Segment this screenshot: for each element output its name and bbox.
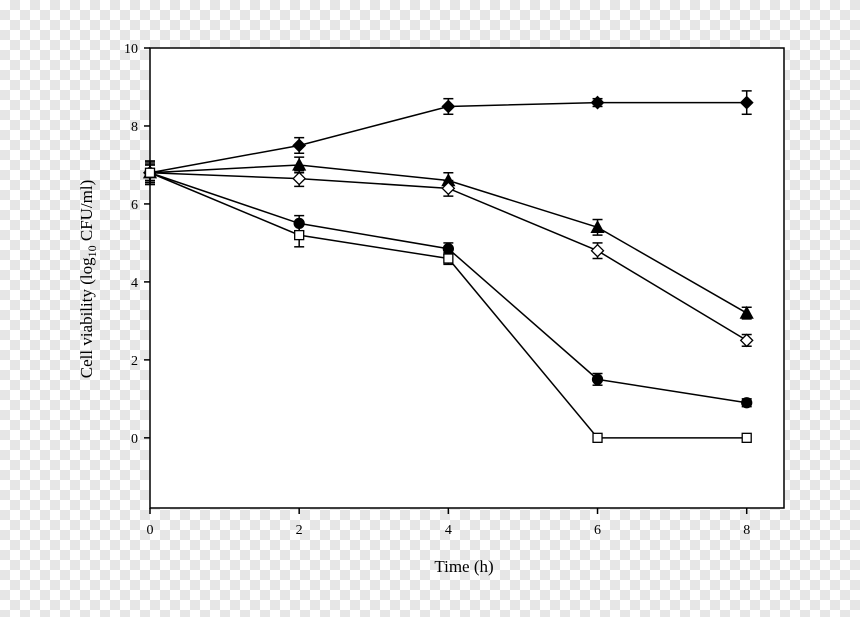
data-point-square (294, 229, 305, 241)
data-point-triangle (739, 305, 754, 319)
data-point-diamond (292, 138, 307, 153)
data-point-diamond (739, 333, 754, 348)
y-tick-label: 8 (131, 120, 138, 135)
data-point-diamond (590, 95, 605, 110)
data-point-square (592, 432, 603, 443)
x-tick-label: 8 (743, 523, 750, 538)
y-tick-label: 4 (131, 276, 138, 291)
y-tick-label: 2 (131, 354, 138, 369)
data-point-circle (741, 397, 753, 409)
data-point-square (443, 253, 454, 264)
y-tick-label: 0 (131, 432, 138, 447)
y-axis-label-suffix: CFU/ml) (77, 180, 96, 246)
x-tick-label: 2 (296, 523, 303, 538)
data-point-circle (591, 373, 604, 386)
data-point-diamond (292, 171, 307, 186)
data-point-square (741, 432, 752, 443)
data-point-diamond (739, 95, 754, 110)
x-axis: 0 2 4 6 8 (147, 508, 750, 538)
data-point-triangle (292, 157, 307, 171)
y-tick-label: 6 (131, 198, 138, 213)
y-axis: 0 2 4 6 8 10 (124, 42, 150, 447)
x-tick-label: 4 (445, 523, 452, 538)
y-axis-label-prefix: Cell viability (log (77, 257, 96, 378)
data-point-square (144, 167, 156, 178)
y-axis-label-subscript: 10 (85, 245, 99, 257)
data-point-diamond (441, 99, 456, 114)
x-axis-label: Time (h) (434, 557, 493, 576)
x-tick-label: 0 (147, 523, 154, 538)
data-point-diamond (590, 243, 605, 258)
data-point-triangle (590, 219, 605, 233)
y-axis-label: Cell viability (log10 CFU/ml) (77, 180, 99, 379)
y-tick-label: 10 (124, 42, 138, 57)
series-layer (142, 90, 754, 443)
data-point-diamond (441, 181, 456, 196)
x-tick-label: 6 (594, 523, 601, 538)
data-series (144, 164, 752, 443)
plot-frame (149, 47, 785, 509)
